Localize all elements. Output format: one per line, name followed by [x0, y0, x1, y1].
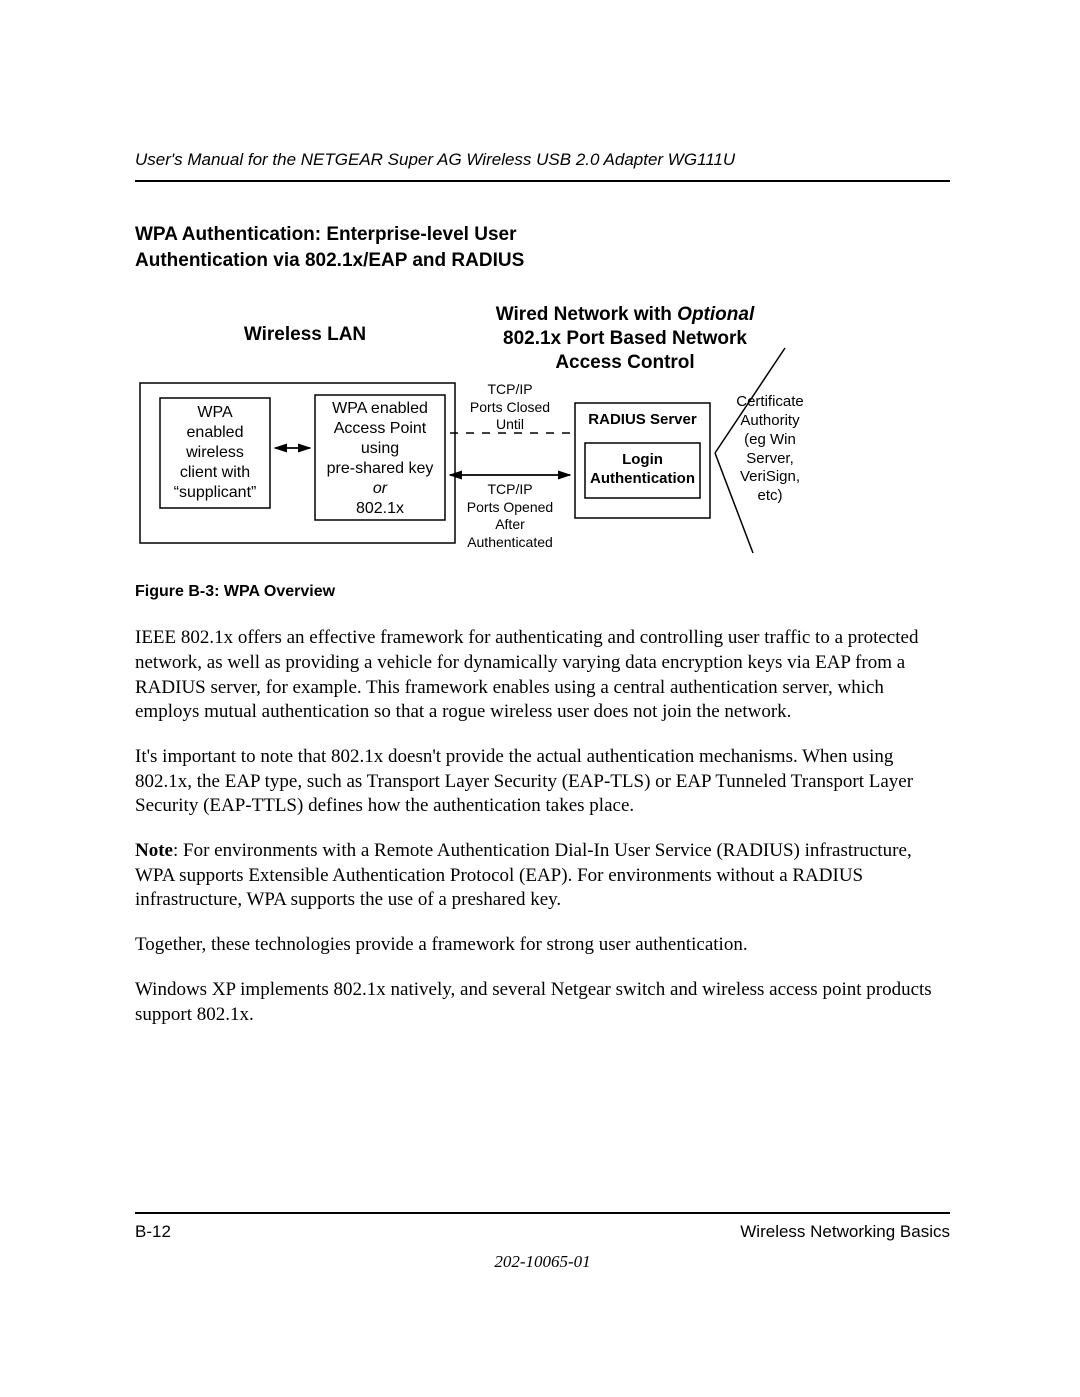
ap-l3: using	[361, 440, 399, 457]
paragraph-3: Note: For environments with a Remote Aut…	[135, 839, 950, 913]
radius-server-label: RADIUS Server	[575, 411, 710, 430]
running-header: User's Manual for the NETGEAR Super AG W…	[135, 150, 950, 182]
footer-section: Wireless Networking Basics	[740, 1222, 950, 1242]
paragraph-1: IEEE 802.1x offers an effective framewor…	[135, 626, 950, 725]
ap-l1: WPA enabled	[332, 400, 428, 417]
paragraph-2: It's important to note that 802.1x doesn…	[135, 745, 950, 819]
ap-l2: Access Point	[334, 420, 426, 437]
paragraph-5: Windows XP implements 802.1x natively, a…	[135, 978, 950, 1027]
ports-closed-label: TCP/IP Ports Closed Until	[460, 381, 560, 434]
login-auth-label: Login Authentication	[585, 451, 700, 489]
page: User's Manual for the NETGEAR Super AG W…	[0, 0, 1080, 1397]
note-bold: Note	[135, 840, 173, 861]
cert-authority-label: Certificate Authority (eg Win Server, Ve…	[715, 393, 825, 506]
footer-row: B-12 Wireless Networking Basics	[135, 1222, 950, 1242]
page-footer: B-12 Wireless Networking Basics 202-1006…	[135, 1212, 950, 1272]
p3-rest: : For environments with a Remote Authent…	[135, 840, 912, 910]
footer-rule	[135, 1212, 950, 1214]
figure-caption: Figure B-3: WPA Overview	[135, 583, 950, 601]
ap-box-text: WPA enabled Access Point using pre-share…	[315, 399, 445, 519]
heading-line2: Authentication via 802.1x/EAP and RADIUS	[135, 250, 524, 271]
client-box-text: WPA enabled wireless client with “suppli…	[160, 403, 270, 503]
page-number: B-12	[135, 1222, 171, 1242]
ap-l6: 802.1x	[356, 500, 404, 517]
section-heading: WPA Authentication: Enterprise-level Use…	[135, 222, 950, 273]
ap-l5: or	[373, 480, 387, 497]
wpa-overview-diagram: Wireless LAN Wired Network with Optional…	[135, 303, 955, 563]
ap-l4: pre-shared key	[327, 460, 434, 477]
doc-number: 202-10065-01	[135, 1252, 950, 1272]
heading-line1: WPA Authentication: Enterprise-level Use…	[135, 224, 516, 245]
ports-opened-label: TCP/IP Ports Opened After Authenticated	[460, 481, 560, 551]
paragraph-4: Together, these technologies provide a f…	[135, 933, 950, 958]
